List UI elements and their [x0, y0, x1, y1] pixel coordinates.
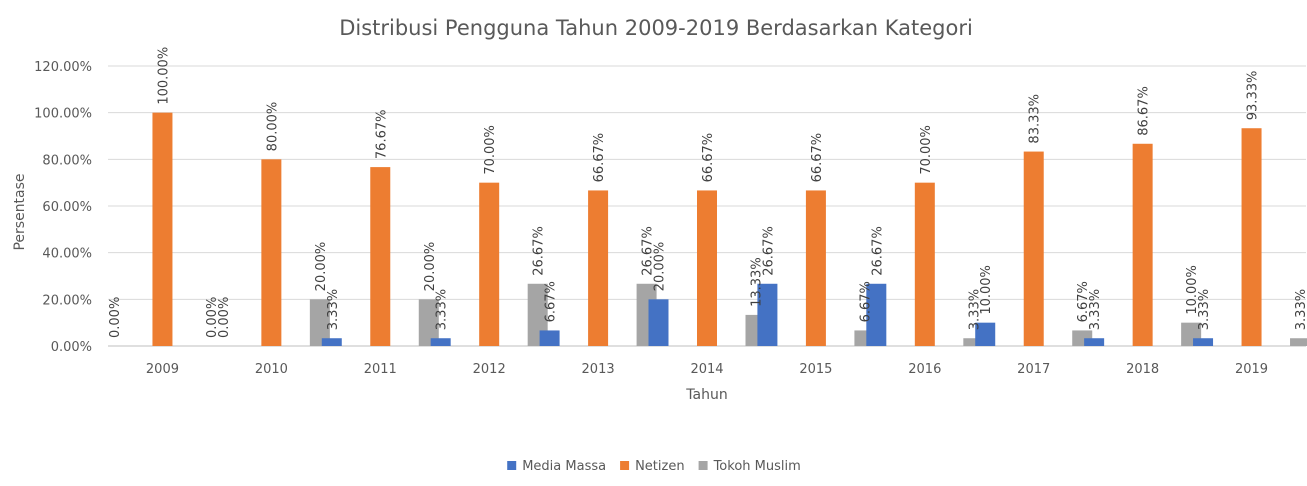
data-label: 0.00%: [108, 297, 123, 338]
bar: [975, 322, 996, 346]
y-tick-label: 80.00%: [42, 153, 92, 168]
bar: [914, 182, 935, 346]
chart-title: Distribusi Pengguna Tahun 2009-2019 Berd…: [339, 16, 973, 40]
data-label: 3.33%: [1088, 289, 1103, 330]
data-label: 26.67%: [761, 226, 776, 276]
data-label: 86.67%: [1137, 86, 1152, 136]
bar: [261, 159, 282, 346]
data-label: 3.33%: [1197, 289, 1212, 330]
bar: [418, 299, 439, 346]
bar: [430, 338, 451, 346]
data-label: 20.00%: [423, 242, 438, 292]
bar: [321, 338, 342, 346]
data-label: 80.00%: [265, 102, 280, 152]
bar: [963, 338, 984, 346]
legend-label: Netizen: [635, 459, 685, 474]
data-label: 70.00%: [919, 125, 934, 175]
legend-swatch: [620, 461, 630, 470]
bar: [1023, 151, 1044, 346]
data-label: 6.67%: [1076, 281, 1091, 322]
x-tick-label: 2017: [1017, 362, 1050, 377]
data-labels: 0.00%100.00%0.00%0.00%80.00%20.00%3.33%7…: [108, 47, 1307, 338]
bar: [1132, 143, 1153, 346]
x-tick-label: 2010: [255, 362, 288, 377]
bar: [757, 283, 778, 346]
data-label: 26.67%: [532, 226, 547, 276]
legend-label: Media Massa: [522, 459, 606, 474]
data-label: 3.33%: [967, 289, 982, 330]
bars: [152, 112, 1307, 347]
x-tick-label: 2014: [690, 362, 723, 377]
x-tick-label: 2016: [908, 362, 941, 377]
x-tick-label: 2019: [1235, 362, 1268, 377]
x-tick-label: 2011: [364, 362, 397, 377]
data-label: 0.00%: [217, 297, 232, 338]
data-label: 20.00%: [314, 242, 329, 292]
data-label: 10.00%: [979, 265, 994, 315]
bar: [539, 330, 560, 346]
bar: [866, 283, 887, 346]
bar: [648, 299, 669, 346]
y-axis-ticks: 0.00% 20.00% 40.00% 60.00% 80.00% 100.00% 120.…: [34, 60, 92, 355]
data-label: 3.33%: [326, 289, 341, 330]
data-label: 26.67%: [870, 226, 885, 276]
legend: Media Massa Netizen Tokoh Muslim: [507, 459, 801, 474]
x-tick-label: 2018: [1126, 362, 1159, 377]
bar: [697, 190, 717, 346]
bar: [152, 112, 173, 347]
bar: [588, 190, 609, 346]
data-label: 3.33%: [1294, 289, 1307, 330]
y-tick-label: 120.00%: [34, 60, 92, 75]
data-label: 66.67%: [810, 133, 825, 183]
bar: [309, 299, 330, 346]
data-label: 0.00%: [205, 297, 220, 338]
data-label: 13.33%: [750, 257, 765, 307]
bar: [1193, 338, 1214, 346]
data-label: 20.00%: [653, 242, 668, 292]
data-label: 6.67%: [544, 281, 559, 322]
x-tick-label: 2009: [146, 362, 179, 377]
y-tick-label: 0.00%: [51, 340, 92, 355]
bar: [479, 182, 500, 346]
data-label: 66.67%: [701, 133, 716, 183]
legend-label: Tokoh Muslim: [713, 459, 801, 474]
y-tick-label: 20.00%: [42, 293, 92, 308]
x-tick-label: 2013: [582, 362, 615, 377]
y-tick-label: 100.00%: [34, 107, 92, 122]
bar: [370, 167, 391, 346]
data-label: 83.33%: [1028, 94, 1043, 144]
bar: [1084, 338, 1105, 346]
data-label: 93.33%: [1246, 71, 1261, 121]
x-tick-label: 2012: [473, 362, 506, 377]
y-tick-label: 60.00%: [42, 200, 92, 215]
x-axis-title: Tahun: [685, 387, 727, 403]
bar: [1241, 128, 1262, 346]
legend-swatch: [698, 461, 708, 470]
data-label: 6.67%: [858, 281, 873, 322]
x-tick-label: 2015: [799, 362, 832, 377]
data-label: 100.00%: [156, 47, 171, 105]
data-label: 3.33%: [435, 289, 450, 330]
x-axis-ticks: 2009 2010 2011 2012 2013 2014 2015 2016 2017 2018…: [146, 362, 1268, 377]
data-label: 10.00%: [1185, 265, 1200, 315]
y-tick-label: 40.00%: [42, 247, 92, 262]
y-axis-title: Persentase: [12, 173, 28, 250]
data-label: 70.00%: [483, 125, 498, 175]
bar: [1290, 338, 1307, 346]
data-label: 26.67%: [641, 226, 656, 276]
data-label: 66.67%: [592, 133, 607, 183]
data-label: 76.67%: [374, 110, 389, 160]
legend-swatch: [507, 461, 517, 470]
bar: [805, 190, 826, 346]
